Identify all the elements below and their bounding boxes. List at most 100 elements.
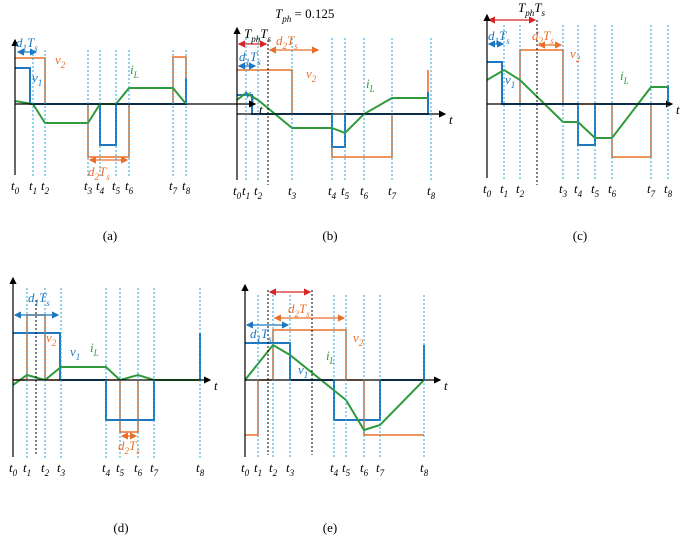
symbol: t [254,183,258,198]
subscript: 4 [332,191,337,201]
subscript: 5 [345,191,350,201]
signal-label: v2 [55,52,66,70]
subscript: 3 [562,189,568,199]
time-label: t3 [288,183,297,201]
symbol: i [620,68,624,83]
symbol: t [11,178,15,193]
subscript: 5 [116,186,121,196]
subscript: 1 [76,352,81,362]
time-label: t2 [254,183,263,201]
time-label: t0 [9,460,18,478]
subscript: 2 [45,468,50,478]
time-label: t0 [483,181,492,199]
subscript: s [136,446,140,456]
subscript: 5 [346,468,351,478]
caption: (e) [323,520,337,535]
subscript: 0 [15,186,20,196]
symbol: v [46,330,52,345]
symbol: t [559,181,563,196]
symbol: d [28,290,35,305]
subscript: L [369,84,375,94]
signal-label: d2Ts [276,33,298,51]
symbol: T [518,0,526,15]
subscript: ph [250,34,261,44]
subscript: s [257,57,261,67]
signal-label: v2 [570,46,581,64]
subscript: L [133,70,139,80]
signal-label: v1 [245,86,255,104]
signal-label: v1 [298,362,308,380]
symbol: t [125,178,129,193]
symbol: t [254,460,258,475]
time-label: t2 [41,460,50,478]
symbol: i [326,348,330,363]
symbol: T [275,6,283,21]
symbol: T [250,49,258,64]
subscript: s [506,36,510,46]
symbol: d [16,35,23,50]
subscript: 4 [334,468,339,478]
symbol: v [55,52,61,67]
symbol: T [287,33,295,48]
symbol: t [233,183,237,198]
symbol: t [23,460,27,475]
subscript: 1 [504,189,509,199]
signal-label: d2Ts [88,164,110,182]
subscript: 1 [33,186,38,196]
signal-label: iL [326,348,335,366]
symbol: t [360,183,364,198]
subscript: 2 [61,60,66,70]
header-label: Tph = 0.125 [275,6,334,24]
symbol: T [260,26,268,41]
symbol: t [9,460,13,475]
symbol: t [150,460,154,475]
time-label: t0 [233,183,242,201]
subscript: 7 [392,191,397,201]
subscript: 5 [120,468,125,478]
time-label: t2 [41,178,50,196]
time-label: t8 [196,460,205,478]
caption: (c) [573,228,587,243]
subscript: 0 [13,468,18,478]
subscript: L [93,348,99,358]
subscript: s [34,43,38,53]
symbol: t [29,178,33,193]
axis-label: t [214,378,218,393]
symbol: t [112,178,116,193]
subscript: 1 [257,334,262,344]
signal-label: d2Ts [118,438,140,456]
subscript: ph [281,14,292,24]
signal-label: v1 [505,72,515,90]
symbol: t [427,183,431,198]
signal-label: d1Ts [250,326,272,344]
subscript: 3 [60,468,66,478]
subscript: 6 [138,468,143,478]
subscript: 1 [495,36,500,46]
symbol: t [57,460,61,475]
axis-label: t [444,378,448,393]
time-label: t8 [427,183,436,201]
subscript: 1 [246,191,251,201]
signal-label: iL [130,62,139,80]
subscript: 2 [45,186,50,196]
symbol: t [242,183,246,198]
subscript: 7 [154,468,159,478]
symbol: t [483,181,487,196]
symbol: d [250,326,257,341]
symbol: d [532,28,539,43]
subscript: 4 [106,468,111,478]
subscript: 7 [380,468,385,478]
signal-label: d1Ts [239,49,261,67]
time-label: t4 [330,460,339,478]
subscript: 8 [186,186,191,196]
symbol: t [376,460,380,475]
symbol: t [420,460,424,475]
time-label: t1 [242,183,250,201]
signal-label: v2 [46,330,57,348]
time-label: t7 [388,183,397,201]
subscript: 0 [487,189,492,199]
symbol: t [41,178,45,193]
signal-label: d1Ts [16,35,38,53]
symbol: i [366,76,370,91]
subscript: 8 [431,191,436,201]
